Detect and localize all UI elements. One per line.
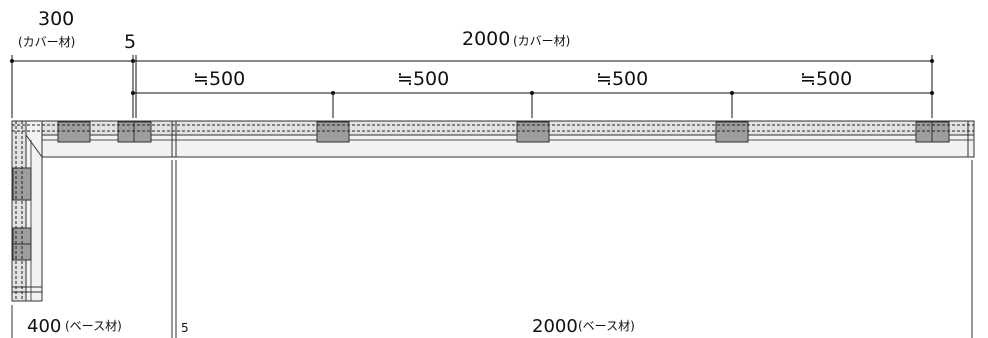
fixing-block [931, 121, 950, 143]
base-extension-lines [11, 160, 973, 338]
cover-main-note: (カバー材) [513, 34, 571, 48]
fixing-block [57, 121, 91, 143]
cover-main-value: 2000 [462, 28, 511, 50]
cover-left-note: (カバー材) [18, 35, 76, 49]
spacing-label-4: ≒500 [800, 68, 853, 90]
fixing-block [316, 121, 350, 143]
joint-lines [171, 121, 969, 157]
gap-top-value: 5 [124, 31, 137, 53]
spacing-label-1: ≒500 [193, 68, 246, 90]
fixing-block [715, 121, 749, 143]
top-dimension-lines [11, 55, 933, 118]
spacing-label-3: ≒500 [596, 68, 649, 90]
fixing-block [133, 121, 152, 143]
base-left-value: 400 [27, 316, 62, 337]
gap-bottom-value: 5 [181, 321, 189, 335]
base-left-note: (ベース材) [65, 319, 122, 333]
base-main-note: (ベース材) [578, 319, 635, 333]
horizontal-rail [11, 120, 975, 158]
dimension-dots [10, 59, 934, 95]
spacing-label-2: ≒500 [397, 68, 450, 90]
cover-left-value: 300 [38, 8, 75, 30]
fixing-block [516, 121, 550, 143]
base-main-value: 2000 [532, 316, 578, 337]
fixing-block [117, 121, 135, 143]
fixing-blocks [12, 121, 950, 261]
